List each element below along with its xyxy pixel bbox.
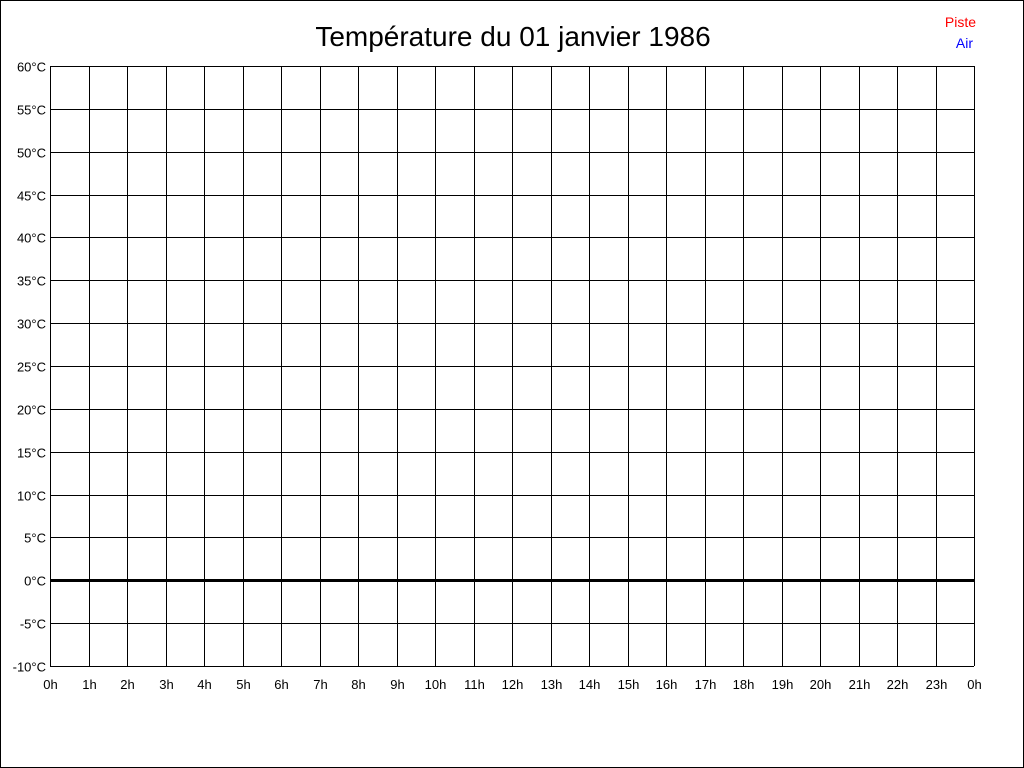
x-tick-label: 23h	[926, 677, 948, 692]
x-tick-label: 6h	[274, 677, 288, 692]
legend-piste: Piste	[945, 14, 976, 30]
x-tick-label: 7h	[313, 677, 327, 692]
y-axis-ticks: 60°C 55°C 50°C 45°C 40°C 35°C 30°C 25°C 20°C 15°C…	[13, 60, 46, 675]
y-tick-label: 35°C	[17, 274, 46, 289]
x-tick-label: 3h	[159, 677, 173, 692]
y-tick-label: -10°C	[13, 660, 46, 675]
x-tick-label: 0h	[43, 677, 57, 692]
x-tick-label: 17h	[695, 677, 717, 692]
x-tick-label: 2h	[120, 677, 134, 692]
chart-title: Température du 01 janvier 1986	[315, 21, 710, 52]
x-tick-label: 14h	[579, 677, 601, 692]
x-tick-label: 10h	[425, 677, 447, 692]
x-tick-label: 13h	[541, 677, 563, 692]
x-tick-label: 12h	[502, 677, 524, 692]
y-tick-label: 5°C	[24, 531, 46, 546]
y-tick-label: 20°C	[17, 403, 46, 418]
x-tick-label: 15h	[618, 677, 640, 692]
y-tick-label: 0°C	[24, 574, 46, 589]
y-tick-label: 40°C	[17, 231, 46, 246]
x-tick-label: 4h	[197, 677, 211, 692]
x-tick-label: 22h	[887, 677, 909, 692]
x-tick-label: 9h	[390, 677, 404, 692]
x-tick-label: 19h	[772, 677, 794, 692]
x-axis-ticks: 0h 1h 2h 3h 4h 5h 6h 7h 8h 9h 10h 11h 12h 13h 14h 15h 16…	[43, 677, 981, 692]
y-tick-label: -5°C	[20, 617, 46, 632]
x-tick-label: 18h	[733, 677, 755, 692]
x-tick-label: 5h	[236, 677, 250, 692]
x-tick-label: 1h	[82, 677, 96, 692]
y-tick-label: 55°C	[17, 103, 46, 118]
y-tick-label: 45°C	[17, 189, 46, 204]
y-tick-label: 15°C	[17, 446, 46, 461]
y-tick-label: 60°C	[17, 60, 46, 75]
legend-air: Air	[956, 35, 973, 51]
grid	[50, 66, 975, 667]
y-tick-label: 30°C	[17, 317, 46, 332]
x-tick-label: 21h	[849, 677, 871, 692]
x-tick-label: 20h	[810, 677, 832, 692]
x-tick-label: 8h	[351, 677, 365, 692]
y-tick-label: 10°C	[17, 489, 46, 504]
x-tick-label: 11h	[464, 677, 485, 692]
y-tick-label: 25°C	[17, 360, 46, 375]
y-tick-label: 50°C	[17, 146, 46, 161]
x-tick-label: 0h	[967, 677, 981, 692]
x-tick-label: 16h	[656, 677, 678, 692]
